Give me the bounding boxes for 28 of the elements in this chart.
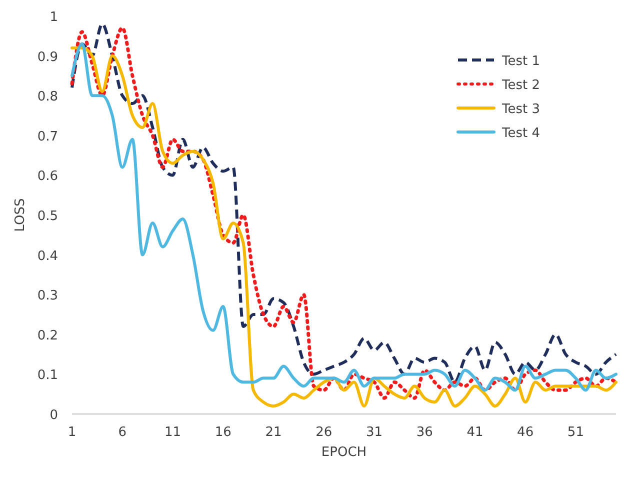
x-tick-label: 41 xyxy=(466,425,484,440)
y-tick-label: 0.7 xyxy=(37,129,58,144)
x-tick-label: 31 xyxy=(366,425,382,440)
legend-label: Test 1 xyxy=(501,54,540,69)
y-tick-label: 0.8 xyxy=(37,90,58,105)
y-tick-label: 0 xyxy=(50,408,58,423)
x-axis-title: EPOCH xyxy=(321,445,367,460)
legend-label: Test 3 xyxy=(501,102,540,117)
x-tick-label: 26 xyxy=(316,425,332,440)
x-tick-label: 51 xyxy=(567,425,584,440)
x-tick-label: 11 xyxy=(164,425,182,440)
legend-label: Test 4 xyxy=(501,126,540,141)
y-tick-label: 0.6 xyxy=(37,169,58,184)
x-tick-label: 1 xyxy=(68,425,76,440)
y-tick-label: 0.5 xyxy=(37,209,58,224)
x-tick-label: 6 xyxy=(118,425,127,440)
y-tick-label: 0.9 xyxy=(37,50,58,65)
legend-label: Test 2 xyxy=(501,78,540,93)
x-tick-label: 46 xyxy=(517,425,534,440)
x-tick-label: 16 xyxy=(214,425,232,440)
y-tick-label: 0.4 xyxy=(37,248,58,264)
x-tick-label: 21 xyxy=(265,425,282,440)
y-axis-title: LOSS xyxy=(13,198,28,232)
y-tick-label: 0.2 xyxy=(37,328,58,344)
y-tick-label: 1 xyxy=(50,10,58,25)
x-tick-label: 36 xyxy=(416,425,433,440)
y-tick-label: 0.3 xyxy=(37,288,58,304)
y-tick-label: 0.1 xyxy=(37,368,58,384)
